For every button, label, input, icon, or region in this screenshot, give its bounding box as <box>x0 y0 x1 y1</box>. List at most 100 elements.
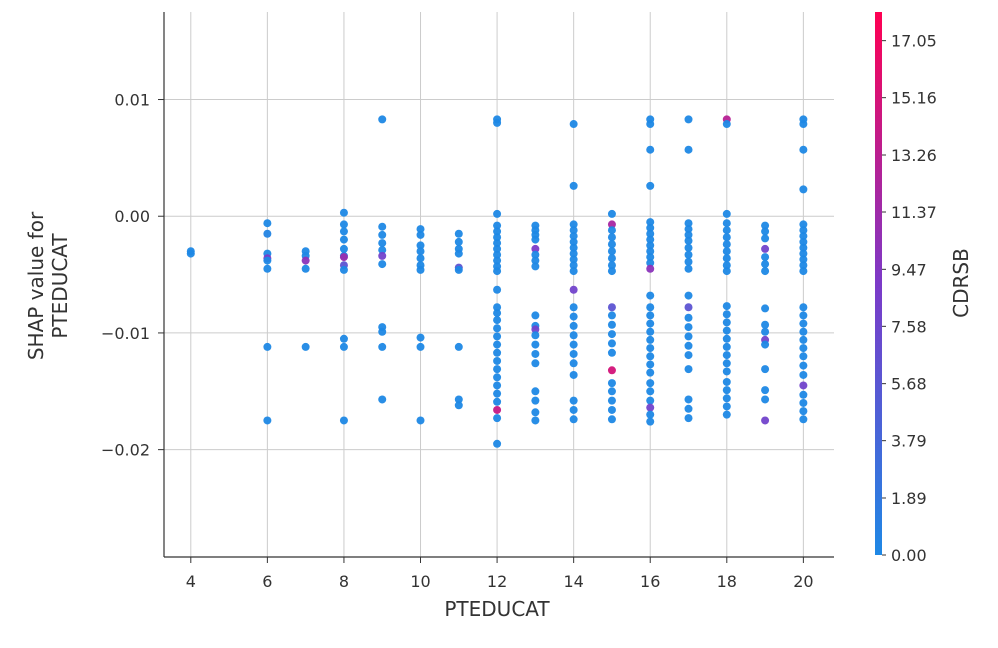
x-tick-label: 4 <box>186 572 196 591</box>
data-point <box>493 303 502 312</box>
data-point <box>607 320 616 329</box>
data-point <box>493 414 502 423</box>
data-point <box>761 304 770 313</box>
data-point <box>684 243 693 252</box>
data-point <box>454 237 463 246</box>
data-point <box>646 410 655 419</box>
data-point <box>646 396 655 405</box>
data-point <box>416 265 425 274</box>
scatter-points <box>186 115 808 448</box>
data-point <box>799 352 808 361</box>
data-point <box>339 208 348 217</box>
data-point <box>761 244 770 253</box>
colorbar-tick-label: 1.89 <box>891 489 927 508</box>
data-point <box>761 365 770 374</box>
data-point <box>263 342 272 351</box>
data-point <box>799 220 808 229</box>
data-point <box>493 250 502 259</box>
data-point <box>339 334 348 343</box>
data-point <box>493 244 502 253</box>
data-point <box>378 251 387 260</box>
data-point <box>684 395 693 404</box>
data-point <box>761 416 770 425</box>
data-point <box>684 115 693 124</box>
data-point <box>607 366 616 375</box>
data-point <box>416 333 425 342</box>
data-point <box>301 342 310 351</box>
data-point <box>799 381 808 390</box>
data-point <box>454 249 463 258</box>
data-point <box>799 261 808 270</box>
data-point <box>569 312 578 321</box>
data-point <box>607 396 616 405</box>
data-point <box>493 356 502 365</box>
data-point <box>493 397 502 406</box>
data-point <box>722 386 731 395</box>
data-point <box>339 235 348 244</box>
data-point <box>531 387 540 396</box>
data-point <box>722 310 731 319</box>
data-point <box>799 303 808 312</box>
data-point <box>607 261 616 270</box>
data-point <box>378 342 387 351</box>
data-point <box>493 267 502 276</box>
data-point <box>646 145 655 154</box>
data-point <box>607 405 616 414</box>
colorbar-gradient <box>875 12 882 555</box>
data-point <box>684 414 693 423</box>
data-point <box>493 340 502 349</box>
data-point <box>799 255 808 264</box>
data-point <box>646 253 655 262</box>
data-point <box>493 381 502 390</box>
data-point <box>646 258 655 267</box>
data-point <box>416 241 425 250</box>
data-point <box>493 316 502 325</box>
data-point <box>378 327 387 336</box>
data-point <box>493 256 502 265</box>
data-point <box>799 267 808 276</box>
data-point <box>607 303 616 312</box>
x-tick-label: 18 <box>717 572 737 591</box>
data-point <box>493 439 502 448</box>
data-point <box>339 342 348 351</box>
data-point <box>339 220 348 229</box>
data-point <box>378 239 387 248</box>
data-point <box>684 225 693 234</box>
data-point <box>646 218 655 227</box>
data-point <box>722 410 731 419</box>
data-point <box>378 260 387 269</box>
data-point <box>646 368 655 377</box>
axes: 4 6 8 10 12 14 16 18 20 0.01 0.00 −0.01 −0.02 <box>101 12 834 591</box>
data-point <box>722 240 731 249</box>
data-point <box>646 417 655 426</box>
data-point <box>569 267 578 276</box>
data-point <box>684 236 693 245</box>
data-point <box>684 250 693 259</box>
data-point <box>607 267 616 276</box>
data-point <box>722 267 731 276</box>
grid-lines <box>164 12 834 557</box>
colorbar-tick-label: 9.47 <box>891 260 927 279</box>
data-point <box>646 235 655 244</box>
data-point <box>799 407 808 416</box>
data-point <box>569 359 578 368</box>
data-point <box>339 416 348 425</box>
x-tick-label: 20 <box>793 572 813 591</box>
colorbar-tick-label: 0.00 <box>891 546 927 565</box>
data-point <box>378 230 387 239</box>
data-point <box>263 416 272 425</box>
data-point <box>416 342 425 351</box>
data-point <box>493 348 502 357</box>
data-point <box>646 379 655 388</box>
colorbar: 0.00 1.89 3.79 5.68 7.58 9.47 11.37 13.26 15.16 1… <box>875 12 937 565</box>
data-point <box>646 264 655 273</box>
data-point <box>646 335 655 344</box>
data-point <box>646 352 655 361</box>
data-point <box>569 405 578 414</box>
data-point <box>722 402 731 411</box>
data-point <box>569 232 578 241</box>
data-point <box>722 233 731 242</box>
data-point <box>799 232 808 241</box>
data-point <box>799 335 808 344</box>
data-point <box>339 265 348 274</box>
